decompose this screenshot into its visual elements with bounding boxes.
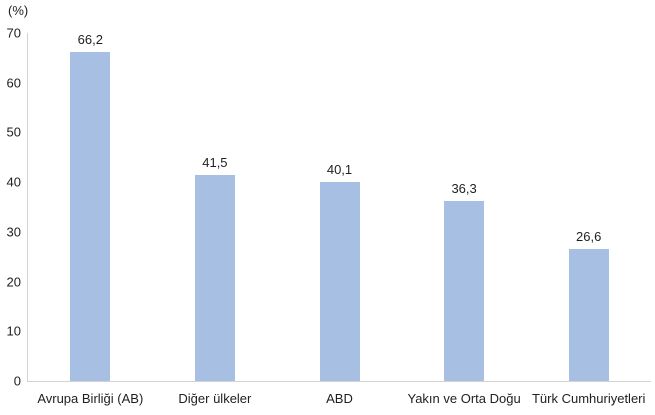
bar-value-label: 41,5	[202, 154, 228, 170]
x-axis-tick-label: Yakın ve Orta Doğu	[407, 391, 521, 406]
bar	[70, 51, 111, 381]
bar	[568, 248, 609, 381]
bar-value-label: 66,2	[77, 31, 103, 47]
y-axis: 0 10 20 30 40 50 60 70	[0, 26, 23, 389]
y-axis-tick-label: 70	[6, 25, 21, 41]
y-axis-tick-label: 10	[6, 323, 21, 339]
y-axis-tick-label: 40	[6, 174, 21, 190]
y-axis-tick-label: 30	[6, 224, 21, 240]
bar	[194, 174, 235, 381]
x-axis-tick-label: ABD	[326, 391, 353, 406]
x-axis-tick-label: Türk Cumhuriyetleri	[531, 391, 646, 406]
x-axis-tick-label: Avrupa Birliği (AB)	[37, 391, 144, 406]
bar	[444, 200, 485, 381]
plot-area: 66,2 Avrupa Birliği (AB) 41,5 Diğer ülkeler…	[27, 31, 651, 406]
y-axis-unit-label: (%)	[8, 3, 29, 18]
y-axis-tick-label: 50	[6, 124, 21, 140]
y-axis-tick-label: 0	[13, 373, 21, 389]
bar-value-label: 40,1	[326, 161, 353, 177]
x-axis-tick-label: Diğer ülkeler	[178, 391, 252, 406]
y-axis-tick-label: 60	[6, 75, 21, 91]
y-axis-tick-label: 20	[6, 274, 21, 290]
bar	[319, 181, 360, 381]
bar-value-label: 26,6	[576, 228, 602, 244]
bar-value-label: 36,3	[451, 180, 477, 196]
